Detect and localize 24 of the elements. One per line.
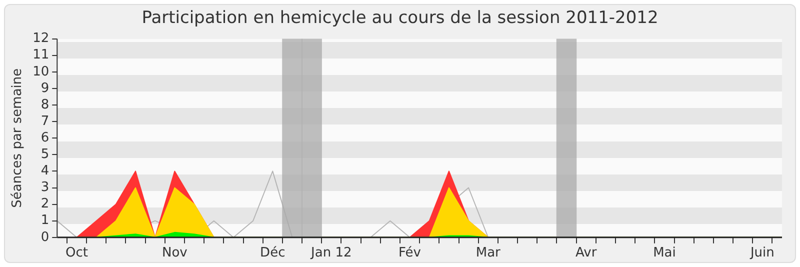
x-tick-label: Mai [653,246,676,261]
x-tick-label: Juin [749,246,774,261]
x-tick-label: Jan 12 [310,246,352,261]
y-tick-label: 6 [40,130,50,146]
x-tick-label: Nov [162,246,188,261]
y-tick-label: 8 [40,97,50,112]
x-tick-label: Déc [260,246,286,261]
y-tick-label: 9 [40,80,50,96]
chart-title: Participation en hemicycle au cours de la session 2011-2012 [140,8,660,28]
y-tick-label: 7 [40,114,50,129]
y-tick-label: 11 [32,48,50,63]
x-tick-label: Avr [576,246,598,261]
y-tick-label: 1 [40,213,50,228]
y-axis-title: Séances par semaine [10,68,26,208]
y-tick-label: 12 [32,31,50,46]
y-tick-label: 2 [40,196,50,212]
x-tick-label: Oct [65,246,88,261]
x-tick-label: Fév [398,246,422,261]
y-tick-label: 5 [40,147,50,162]
y-tick-label: 0 [40,230,50,245]
y-tick-label: 3 [40,180,50,196]
y-tick-label: 4 [40,164,50,179]
y-tick-label: 10 [32,64,50,80]
x-tick-label: Mar [476,246,502,261]
